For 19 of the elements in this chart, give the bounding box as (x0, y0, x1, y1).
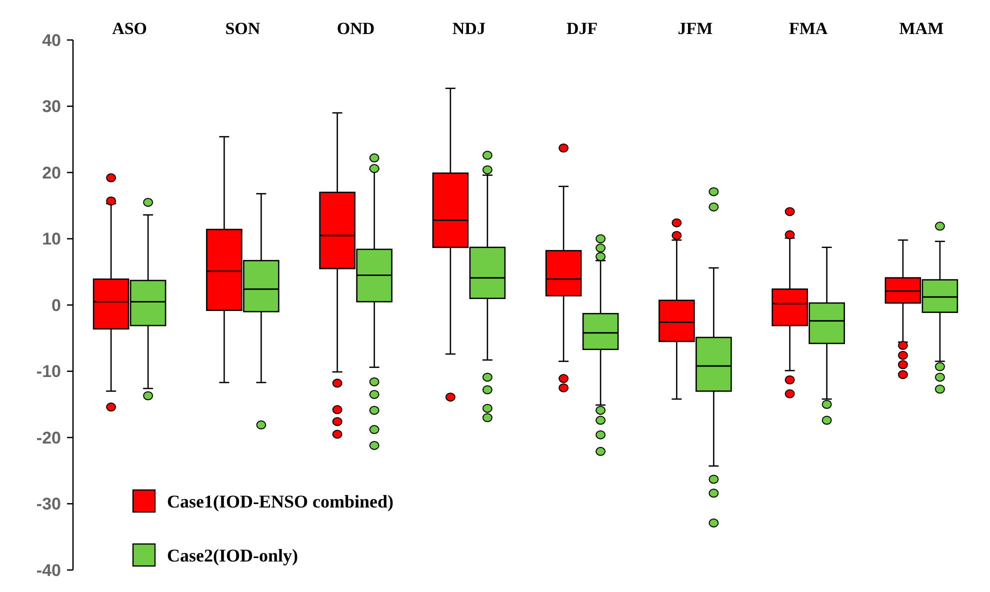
x-tick-label: OND (336, 19, 375, 38)
y-tick-label: 0 (52, 296, 61, 315)
y-tick-label: 40 (42, 30, 61, 50)
y-tick-label: 30 (42, 97, 61, 116)
y-tick-label: -40 (36, 560, 61, 580)
x-tick-label: NDJ (452, 19, 486, 38)
x-tick-label: DJF (566, 19, 598, 38)
x-tick-label: JFM (678, 19, 713, 38)
y-tick-label: -10 (36, 362, 61, 382)
x-tick-label: MAM (899, 19, 944, 38)
x-tick-label: ASO (112, 19, 148, 38)
y-tick-label: -30 (36, 494, 61, 514)
y-tick-label: 20 (42, 163, 61, 182)
legend-label: Case1(IOD-ENSO combined) (167, 491, 394, 512)
x-tick-label: SON (225, 19, 261, 38)
y-tick-label: 10 (42, 230, 61, 249)
y-tick-label: -20 (36, 428, 61, 448)
x-tick-label: FMA (788, 19, 828, 38)
legend-label: Case2(IOD-only) (167, 545, 298, 566)
